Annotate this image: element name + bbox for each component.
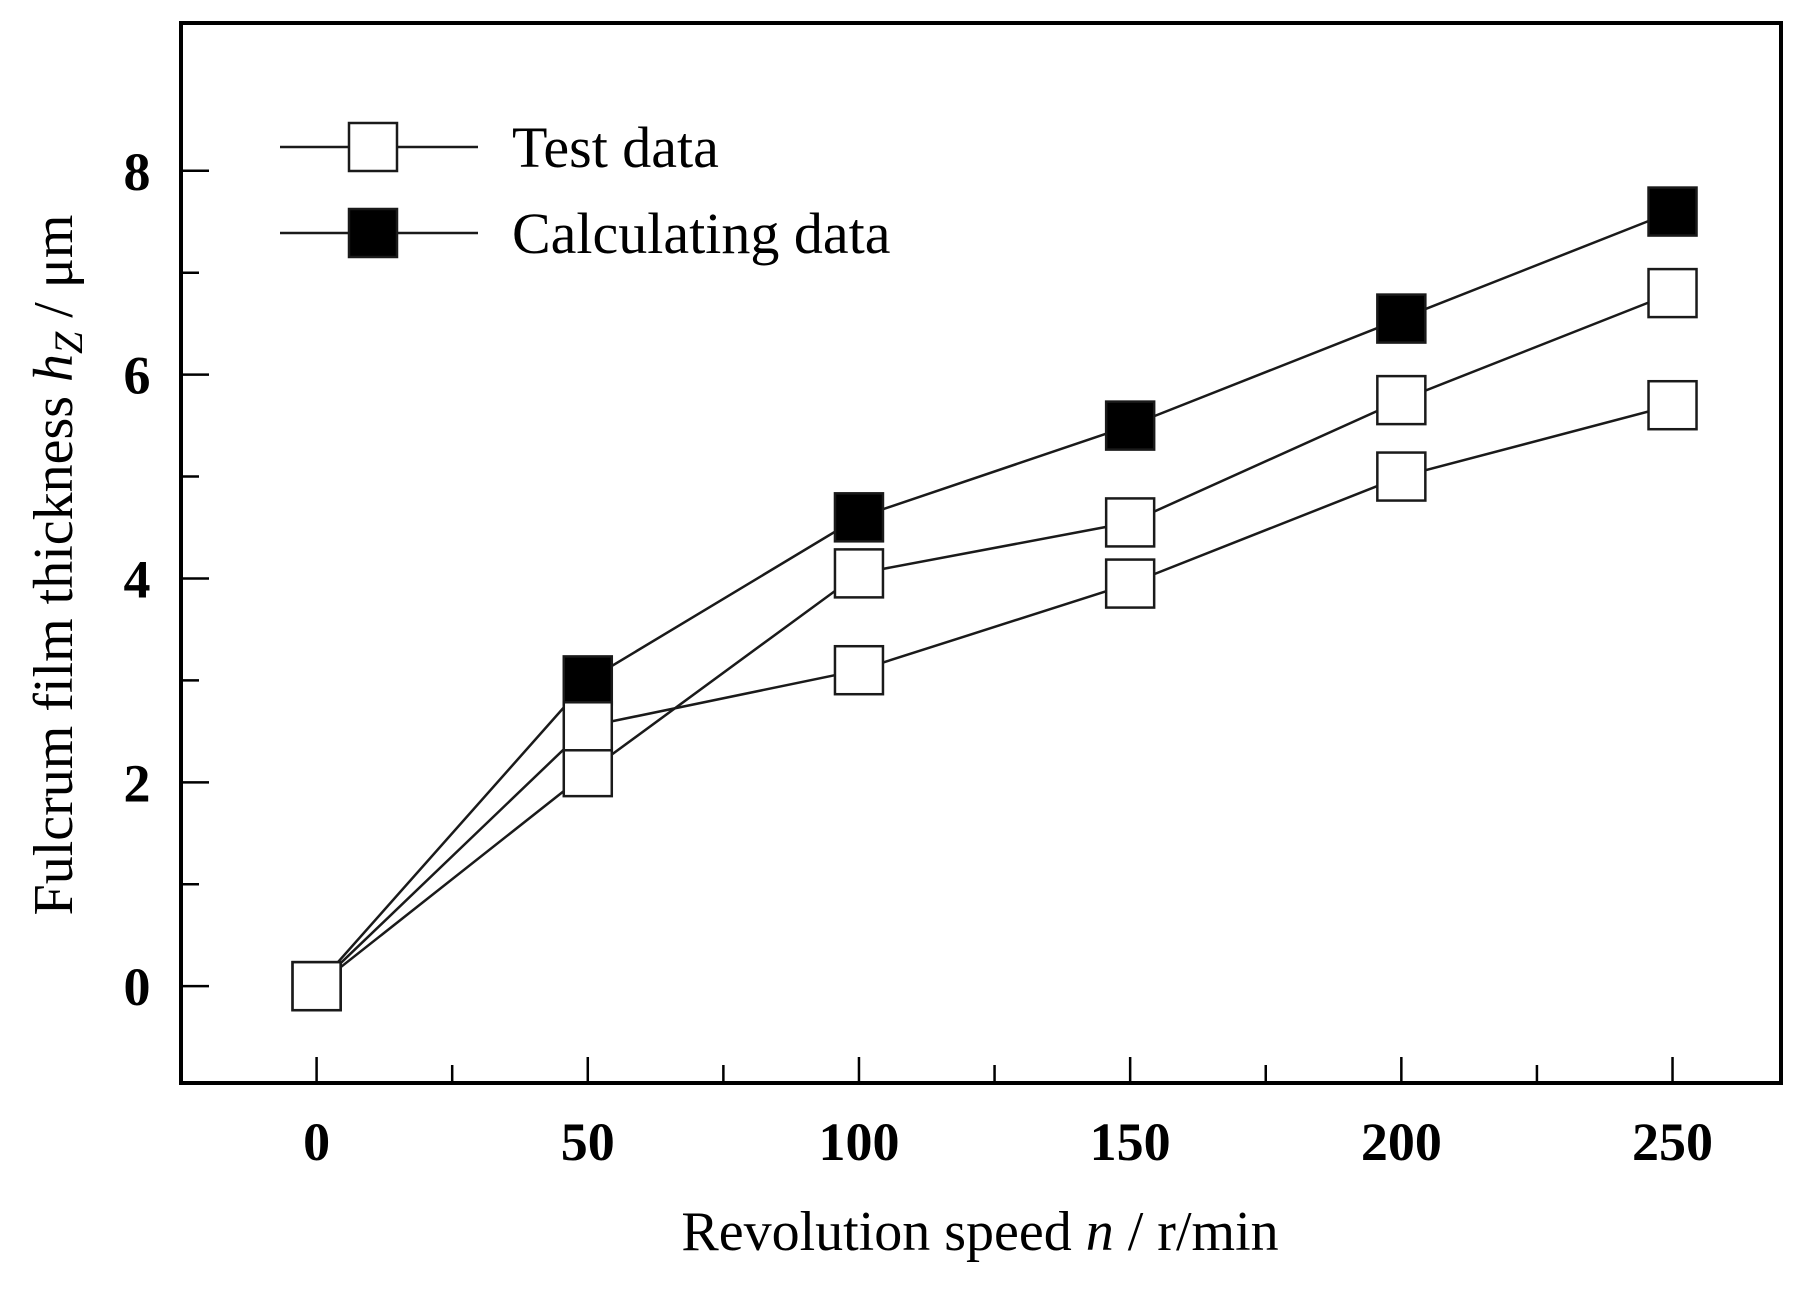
y-tick-label: 0 xyxy=(124,957,151,1017)
x-axis-title: Revolution speed n / r/min xyxy=(681,1201,1278,1263)
calculated-point xyxy=(562,655,614,706)
calculated-point xyxy=(833,492,885,543)
test-point xyxy=(833,548,885,599)
legend-label: Calculating data xyxy=(512,201,890,266)
y-tick-label: 8 xyxy=(124,142,151,202)
test-point xyxy=(562,746,614,798)
y-axis-title: Fulcrum film thickness hZ / μm xyxy=(23,215,91,916)
test-point xyxy=(1376,451,1427,502)
test-point xyxy=(1104,558,1156,609)
x-tick-label: 0 xyxy=(303,1112,330,1172)
test-point xyxy=(291,960,342,1012)
calculated-point xyxy=(1104,400,1156,451)
legend: Test data Calculating data xyxy=(280,115,890,266)
x-tick-label: 150 xyxy=(1090,1112,1171,1172)
legend-label: Test data xyxy=(512,115,719,180)
series-line xyxy=(315,291,1673,988)
test-point xyxy=(833,644,885,696)
x-tick-label: 100 xyxy=(818,1112,899,1172)
test-point xyxy=(1104,497,1156,548)
series-markers xyxy=(291,186,1698,1012)
series-lines xyxy=(315,210,1673,988)
y-tick-label: 2 xyxy=(124,753,151,813)
test-point xyxy=(1647,267,1698,319)
legend-filled-square-marker xyxy=(347,207,399,259)
x-tick-label: 250 xyxy=(1632,1112,1713,1172)
calculated-point xyxy=(1647,186,1698,237)
calculated-point xyxy=(1376,293,1427,344)
test-point xyxy=(1376,374,1427,426)
test-point xyxy=(562,701,614,752)
test-point xyxy=(1647,379,1698,431)
series-line xyxy=(315,403,1673,988)
plot-frame xyxy=(179,21,1783,1085)
series-line xyxy=(315,210,1673,988)
y-tick-label: 4 xyxy=(124,549,151,609)
y-tick-label: 6 xyxy=(124,346,151,406)
axis-ticks: 0 50 100 150 200 250 0 2 4 6 8 xyxy=(124,142,1714,1172)
x-tick-label: 200 xyxy=(1361,1112,1442,1172)
legend-open-square-marker xyxy=(347,121,399,173)
x-tick-label: 50 xyxy=(561,1112,615,1172)
